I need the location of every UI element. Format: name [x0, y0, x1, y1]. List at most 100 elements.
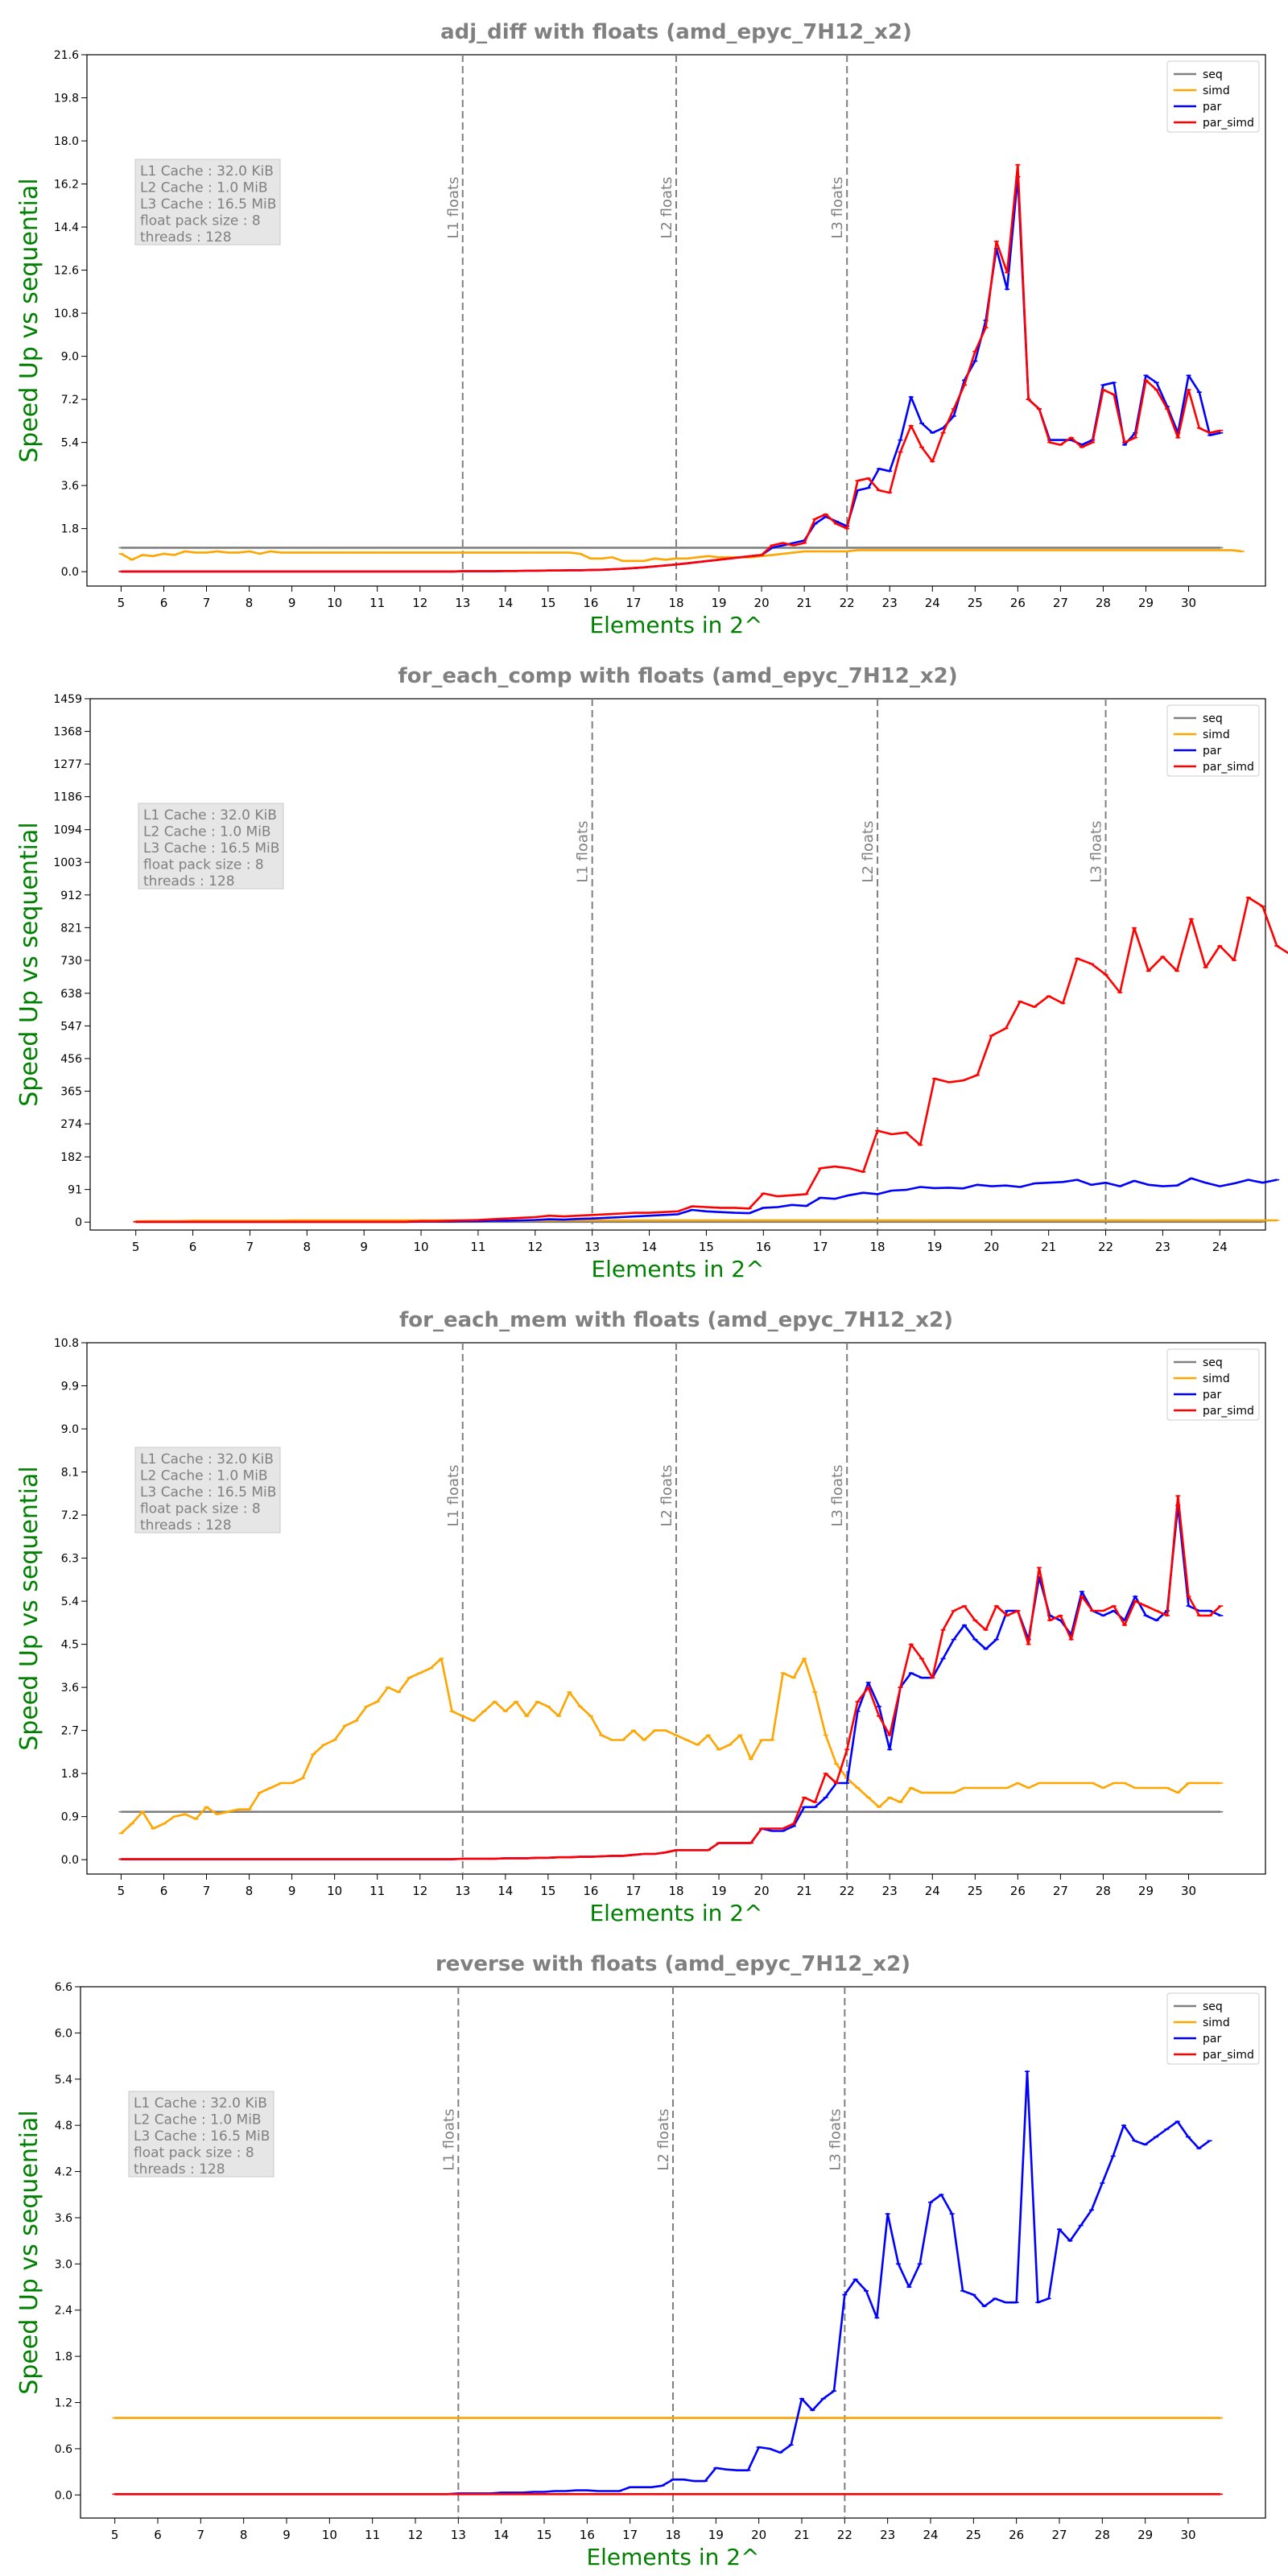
legend-label: par_simd [1203, 761, 1254, 774]
x-tick-label: 16 [583, 596, 598, 610]
x-tick-label: 18 [870, 1240, 886, 1254]
y-tick-label: 1003 [53, 857, 82, 869]
x-tick-label: 13 [584, 1240, 600, 1254]
y-tick-label: 6.0 [55, 2027, 72, 2040]
x-tick-label: 26 [1010, 596, 1026, 610]
x-tick-label: 24 [923, 2528, 938, 2542]
x-tick-label: 22 [837, 2528, 852, 2542]
legend-label: simd [1203, 729, 1230, 741]
x-tick-label: 17 [625, 596, 641, 610]
legend-label: simd [1203, 2017, 1230, 2029]
y-tick-label: 0.9 [61, 1811, 79, 1824]
y-tick-label: 1186 [53, 791, 82, 804]
x-tick-label: 21 [1041, 1240, 1056, 1254]
x-tick-label: 12 [527, 1240, 543, 1254]
cache-line-label: L3 floats [1088, 820, 1105, 882]
y-tick-label: 182 [60, 1151, 82, 1164]
y-tick-label: 9.0 [61, 1423, 79, 1436]
legend-label: seq [1203, 2000, 1223, 2013]
legend-label: par_simd [1203, 117, 1254, 130]
legend-label: seq [1203, 712, 1223, 725]
x-tick-label: 12 [407, 2528, 423, 2542]
y-tick-label: 547 [60, 1020, 82, 1033]
y-tick-label: 912 [60, 890, 82, 902]
y-tick-label: 9.0 [61, 351, 79, 364]
x-tick-label: 10 [322, 2528, 337, 2542]
info-box-line: L2 Cache : 1.0 MiB [140, 180, 268, 196]
y-axis-label: Speed Up vs sequential [15, 1466, 43, 1750]
x-tick-label: 14 [497, 596, 513, 610]
legend: seq simd par par_simd [1166, 1992, 1260, 2065]
y-tick-label: 6.3 [61, 1553, 79, 1566]
x-axis-label: Elements in 2^ [589, 612, 762, 638]
legend-label: simd [1203, 85, 1230, 97]
info-box-line: L1 Cache : 32.0 KiB [134, 2095, 267, 2112]
y-tick-label: 1094 [53, 824, 82, 837]
x-tick-label: 30 [1180, 2528, 1195, 2542]
x-tick-label: 5 [118, 1884, 126, 1898]
y-tick-label: 0 [75, 1216, 82, 1229]
x-tick-label: 29 [1138, 596, 1154, 610]
x-tick-label: 19 [927, 1240, 942, 1254]
x-tick-label: 13 [455, 1884, 470, 1898]
x-tick-label: 24 [1212, 1240, 1228, 1254]
cache-line-label: L3 floats [827, 2108, 844, 2170]
x-tick-label: 8 [246, 1884, 254, 1898]
y-tick-label: 10.8 [54, 308, 79, 320]
legend: seq simd par par_simd [1166, 1348, 1260, 1421]
x-tick-label: 20 [751, 2528, 766, 2542]
x-tick-label: 10 [327, 596, 342, 610]
x-tick-label: 23 [882, 1884, 898, 1898]
x-tick-label: 18 [665, 2528, 680, 2542]
info-box-line: float pack size : 8 [140, 213, 261, 229]
chart-title: adj_diff with floats (amd_epyc_7H12_x2) [440, 20, 912, 44]
x-tick-label: 13 [451, 2528, 466, 2542]
y-tick-label: 3.6 [61, 1682, 79, 1695]
info-box-line: L3 Cache : 16.5 MiB [143, 840, 279, 857]
x-tick-label: 22 [840, 596, 855, 610]
legend-label: par [1203, 2033, 1221, 2046]
x-tick-label: 30 [1181, 1884, 1196, 1898]
y-tick-label: 3.0 [55, 2258, 72, 2271]
cache-line-label: L1 floats [445, 176, 462, 238]
x-axis-label: Elements in 2^ [591, 1256, 764, 1282]
x-tick-label: 22 [1098, 1240, 1113, 1254]
y-tick-label: 5.4 [61, 437, 79, 450]
y-tick-label: 2.4 [55, 2305, 72, 2318]
x-tick-label: 23 [882, 596, 898, 610]
x-tick-label: 26 [1010, 1884, 1026, 1898]
y-tick-label: 4.2 [55, 2166, 72, 2179]
x-tick-label: 6 [160, 596, 168, 610]
cache-line-label: L1 floats [445, 1464, 462, 1526]
x-tick-label: 12 [412, 1884, 427, 1898]
cache-line-label: L2 floats [655, 2108, 672, 2170]
info-box-line: L2 Cache : 1.0 MiB [143, 824, 271, 840]
x-tick-label: 7 [246, 1240, 254, 1254]
x-tick-label: 15 [540, 596, 555, 610]
y-tick-label: 365 [60, 1086, 82, 1099]
x-tick-label: 19 [711, 596, 726, 610]
x-tick-label: 14 [497, 1884, 513, 1898]
y-tick-label: 21.6 [54, 49, 79, 62]
y-tick-label: 6.6 [55, 1981, 72, 1994]
x-tick-label: 20 [754, 596, 770, 610]
x-tick-label: 8 [303, 1240, 312, 1254]
y-tick-label: 1.8 [61, 523, 79, 536]
y-tick-label: 3.6 [55, 2212, 72, 2225]
x-tick-label: 29 [1137, 2528, 1153, 2542]
series-line-simd [120, 1657, 1221, 1835]
y-tick-label: 730 [60, 955, 82, 968]
x-tick-label: 19 [711, 1884, 726, 1898]
x-tick-label: 21 [797, 596, 812, 610]
x-tick-label: 21 [794, 2528, 809, 2542]
legend-label: par [1203, 745, 1221, 758]
y-tick-label: 0.6 [55, 2443, 72, 2456]
x-tick-label: 27 [1053, 596, 1068, 610]
x-tick-label: 28 [1095, 2528, 1110, 2542]
x-tick-label: 23 [880, 2528, 895, 2542]
y-axis-label: Speed Up vs sequential [15, 178, 43, 462]
y-tick-label: 0.0 [61, 566, 79, 579]
x-tick-label: 5 [111, 2528, 119, 2542]
